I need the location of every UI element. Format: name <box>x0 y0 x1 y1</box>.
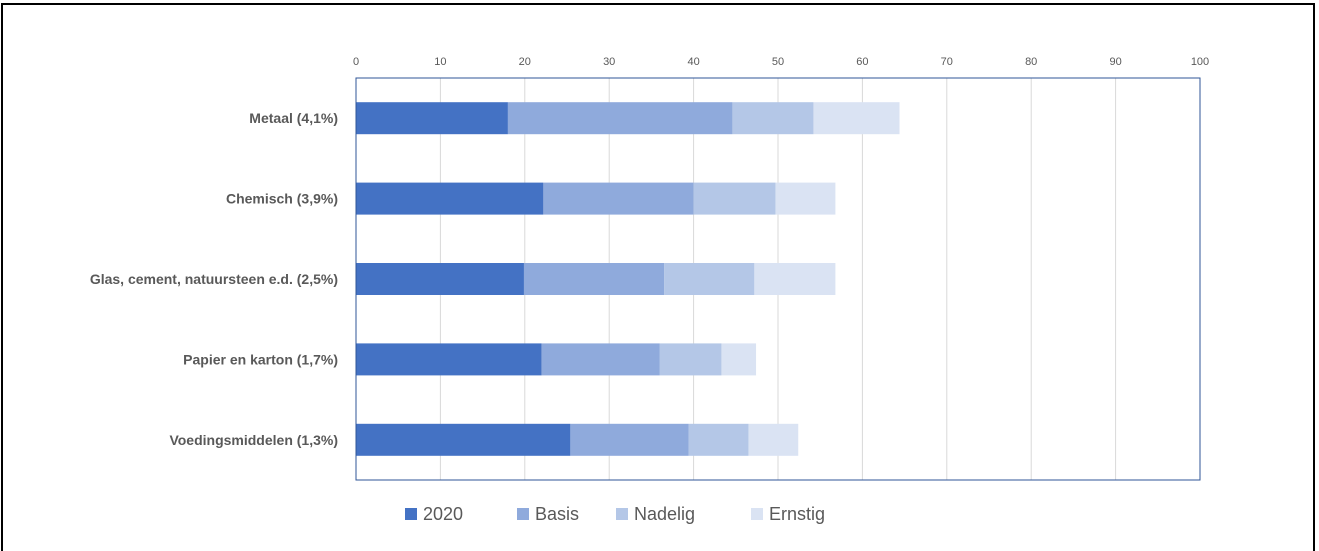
x-tick-label: 100 <box>1191 56 1209 68</box>
x-tick-label: 40 <box>687 56 699 68</box>
legend-swatch <box>517 508 529 520</box>
legend-swatch <box>405 508 417 520</box>
x-tick-label: 50 <box>772 56 784 68</box>
x-tick-label: 80 <box>1025 56 1037 68</box>
legend-swatch <box>616 508 628 520</box>
bar-segment <box>541 343 660 376</box>
legend-label: Ernstig <box>769 504 825 524</box>
x-tick-label: 60 <box>856 56 868 68</box>
legend-label: 2020 <box>423 504 463 524</box>
x-tick-label: 0 <box>353 56 359 68</box>
x-axis-ticks: 0 10 20 30 40 50 60 70 80 90 100 <box>353 56 1209 68</box>
category-label: Voedingsmiddelen (1,3%) <box>169 432 338 448</box>
bar-segment <box>659 343 722 376</box>
bar-segment <box>721 343 757 376</box>
bar-segment <box>775 182 836 215</box>
x-tick-label: 20 <box>519 56 531 68</box>
category-labels: Metaal (4,1%) Chemisch (3,9%) Glas, cement… <box>90 110 338 448</box>
bar-segment <box>507 102 733 135</box>
bar-segment <box>664 263 755 295</box>
category-label: Glas, cement, natuursteen e.d. (2,5%) <box>90 271 338 287</box>
bar-segment <box>570 423 689 456</box>
category-label: Metaal (4,1%) <box>249 110 338 126</box>
category-label: Papier en karton (1,7%) <box>183 351 338 367</box>
category-label: Chemisch (3,9%) <box>226 191 338 207</box>
plot-area-border <box>355 77 1201 481</box>
bar-segment <box>732 102 814 135</box>
x-tick-label: 70 <box>941 56 953 68</box>
bar-segment <box>813 102 900 135</box>
bar-segment <box>356 102 508 135</box>
bar-segment <box>688 423 749 456</box>
bar-segment <box>523 263 665 295</box>
x-tick-label: 90 <box>1109 56 1121 68</box>
chart-frame: 0 10 20 30 40 50 60 70 80 90 100 Metaal (4,1%) Chem… <box>1 3 1315 551</box>
x-tick-label: 10 <box>434 56 446 68</box>
bar-segment <box>356 182 544 215</box>
legend-label: Nadelig <box>634 504 695 524</box>
legend-swatch <box>751 508 763 520</box>
x-tick-label: 30 <box>603 56 615 68</box>
bar-segment <box>356 343 542 376</box>
stacked-bar-chart: 0 10 20 30 40 50 60 70 80 90 100 Metaal (4,1%) Chem… <box>90 56 1209 524</box>
legend-label: Basis <box>535 504 579 524</box>
bar-segment <box>748 423 799 456</box>
bar-segment <box>543 182 694 215</box>
legend: 2020 Basis Nadelig Ernstig <box>405 504 825 524</box>
bar-segment <box>356 423 571 456</box>
bars <box>356 102 900 456</box>
bar-segment <box>356 263 524 295</box>
bar-segment <box>754 263 836 295</box>
bar-segment <box>693 182 776 215</box>
